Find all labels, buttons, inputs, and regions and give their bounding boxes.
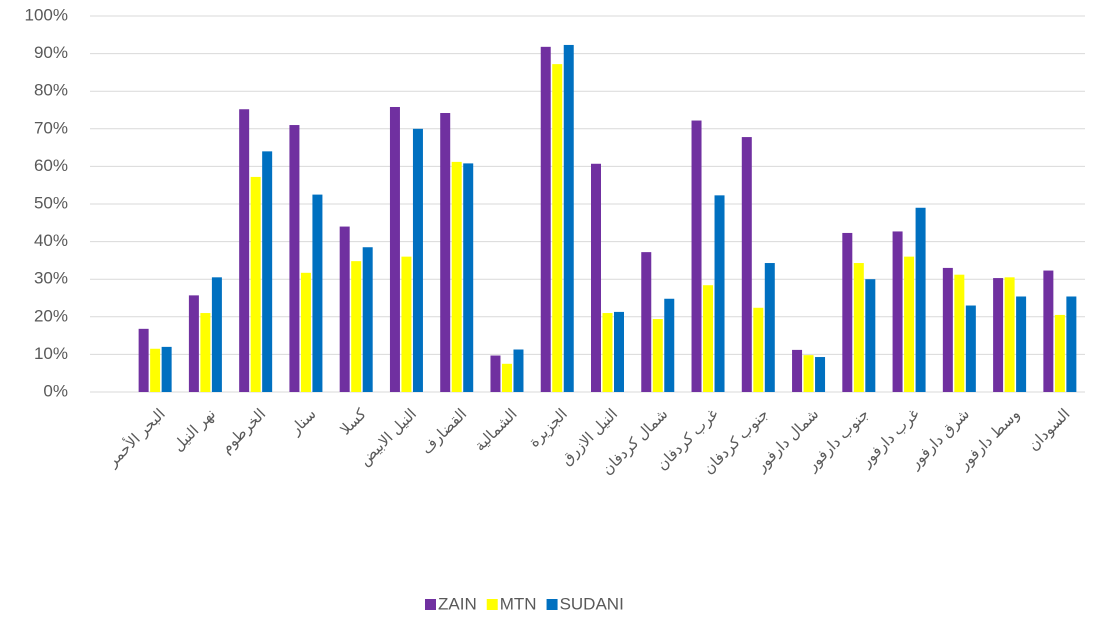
bar [312, 194, 323, 392]
legend-swatch [425, 599, 436, 610]
x-tick-label: نهر النيل [170, 406, 219, 455]
bar [942, 267, 953, 392]
bar [652, 319, 663, 392]
bar [412, 128, 423, 393]
bar [339, 226, 350, 392]
bar [262, 151, 273, 392]
bar [602, 313, 613, 392]
bar [552, 64, 563, 393]
y-tick-label: 20% [34, 306, 68, 325]
bar [803, 355, 814, 392]
bar [1066, 296, 1077, 392]
bar [591, 163, 601, 392]
bar [540, 46, 551, 392]
y-tick-label: 60% [34, 156, 68, 175]
y-tick-label: 90% [34, 43, 68, 62]
bar [563, 44, 574, 393]
legend-swatch [546, 599, 558, 610]
y-tick-label: 100% [25, 5, 68, 24]
y-tick-label: 50% [34, 193, 68, 212]
bar [289, 125, 300, 392]
bar [389, 106, 400, 392]
y-tick-label: 40% [34, 231, 68, 250]
bar [614, 311, 624, 392]
x-tick-label: كسلا [337, 405, 370, 438]
bar [1043, 270, 1054, 392]
legend-label: ZAIN [438, 594, 477, 613]
bar [691, 120, 702, 392]
bar [161, 346, 172, 392]
x-tick-label: سنار [286, 406, 319, 439]
bar [138, 328, 149, 392]
bar [150, 348, 161, 392]
legend-label: SUDANI [560, 594, 624, 613]
bar [892, 231, 903, 392]
y-tick-label: 0% [43, 381, 68, 400]
bar [513, 349, 524, 392]
bar [714, 195, 725, 392]
bar [1054, 314, 1065, 392]
bar [188, 295, 199, 392]
x-tick-label: الشمالية [471, 406, 520, 455]
x-tick-label: البحر الأحمر [102, 404, 169, 471]
bar [815, 357, 826, 392]
bar [865, 279, 876, 392]
legend-label: MTN [500, 594, 537, 613]
bar [703, 285, 714, 392]
y-tick-label: 70% [34, 118, 68, 137]
bar [853, 263, 864, 392]
bar [954, 274, 965, 392]
bar [993, 278, 1004, 392]
bar [463, 163, 474, 392]
x-tick-label: السودان [1025, 406, 1074, 455]
y-tick-label: 80% [34, 81, 68, 100]
bar [842, 232, 853, 392]
bar [764, 263, 775, 392]
bar [239, 109, 250, 393]
bar [362, 247, 373, 392]
bar [1016, 296, 1027, 392]
bar [490, 355, 501, 392]
bar [451, 161, 462, 392]
bar [250, 176, 261, 392]
x-tick-label: الجزيرة [526, 406, 571, 451]
bar [1004, 277, 1015, 392]
bar [211, 277, 222, 392]
x-tick-label: القضارف [418, 406, 470, 458]
legend-swatch [486, 599, 498, 610]
bar [915, 207, 926, 392]
bar [741, 137, 752, 392]
bar [965, 305, 976, 392]
bar [300, 272, 311, 392]
bar [440, 113, 451, 393]
bar [401, 256, 412, 392]
bar [904, 256, 915, 392]
bar [200, 313, 211, 392]
y-tick-label: 30% [34, 269, 68, 288]
bar [351, 261, 362, 392]
x-tick-label: الخرطوم [218, 406, 269, 457]
y-tick-label: 10% [34, 344, 68, 363]
bar [664, 298, 675, 392]
bar [753, 307, 764, 392]
bar [641, 252, 652, 392]
bar [792, 349, 803, 392]
bar [501, 363, 512, 392]
